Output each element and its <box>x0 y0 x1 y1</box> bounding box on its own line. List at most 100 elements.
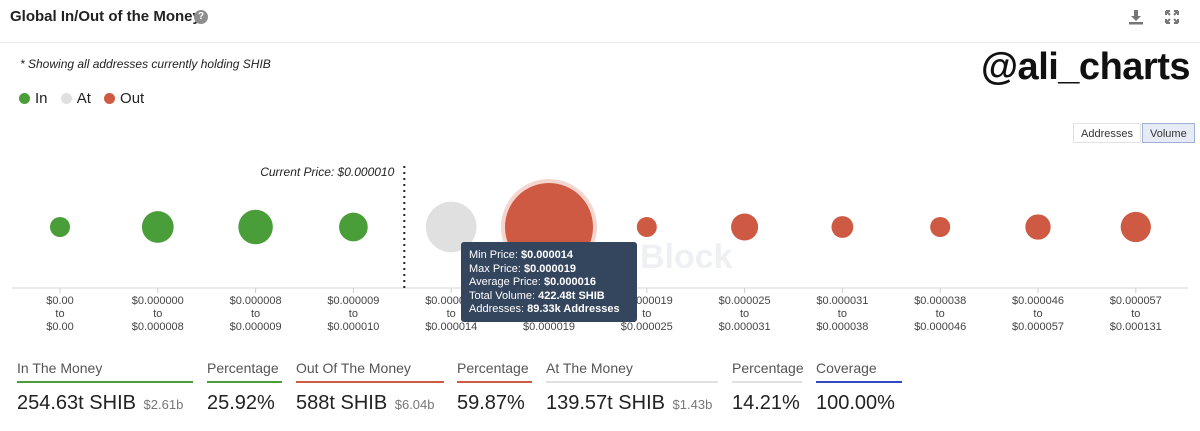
bubble-in[interactable] <box>339 212 368 242</box>
x-tick-label: $0.00 <box>46 321 74 333</box>
tooltip-row: Max Price: $0.000019 <box>469 263 637 277</box>
bubble-out[interactable] <box>1120 211 1151 243</box>
legend-dot-in <box>19 93 30 104</box>
summary-stats: In The Money 254.63t SHIB $2.61b Percent… <box>0 360 1200 431</box>
bubble-out[interactable] <box>831 216 854 238</box>
x-tick-label: $0.000025 <box>621 321 673 333</box>
tooltip-label: Total Volume: <box>469 289 539 302</box>
question-icon[interactable]: ? <box>194 10 208 24</box>
x-tick-label: to <box>740 308 749 320</box>
stat-label: Out Of The Money <box>296 360 411 376</box>
x-tick-label: $0.000038 <box>914 295 966 307</box>
stat-value-text: 139.57t SHIB <box>546 392 665 414</box>
stat-underline <box>816 381 902 383</box>
bubble-at[interactable] <box>425 201 477 253</box>
stat-in-the-money: In The Money 254.63t SHIB $2.61b <box>17 360 193 415</box>
legend-dot-at <box>60 93 72 104</box>
legend-item-at[interactable]: At <box>60 90 91 107</box>
stat-value: 59.87% <box>457 392 532 415</box>
stat-underline <box>17 381 193 383</box>
current-price-label: Current Price: $0.000010 <box>260 165 394 179</box>
x-tick-label: $0.000025 <box>719 295 771 307</box>
legend-label-in: In <box>35 90 48 107</box>
legend-dot-out <box>104 93 116 104</box>
x-tick-label: $0.000131 <box>1110 321 1162 333</box>
stat-out-of-the-money: Out Of The Money 588t SHIB $6.04b <box>296 360 444 415</box>
x-tick-label: $0.000038 <box>816 321 868 333</box>
tooltip-value: $0.000014 <box>520 249 573 261</box>
stat-value-text: 100.00% <box>816 392 895 414</box>
x-tick-label: to <box>55 308 64 320</box>
x-tick-label: $0.000046 <box>1012 295 1064 307</box>
bubble-out[interactable] <box>731 213 759 241</box>
stat-value-text: 588t SHIB <box>296 392 388 414</box>
bubble-out[interactable] <box>636 217 657 237</box>
author-handle: @ali_charts <box>981 46 1191 88</box>
legend-label-out: Out <box>120 90 145 107</box>
watermark-text: Block <box>640 238 733 276</box>
legend: In At Out <box>19 90 153 108</box>
stat-in-percentage: Percentage 25.92% <box>207 360 282 415</box>
bubble-tooltip: Min Price: $0.000014 Max Price: $0.00001… <box>461 242 637 322</box>
tooltip-row: Total Volume: 422.48t SHIB <box>469 290 637 304</box>
stat-at-percentage: Percentage 14.21% <box>732 360 804 415</box>
bubble-in[interactable] <box>50 217 70 237</box>
x-tick-label: $0.000046 <box>914 321 966 333</box>
x-tick-label: to <box>936 308 945 320</box>
fullscreen-icon[interactable] <box>1162 7 1182 27</box>
x-tick-label: to <box>1131 308 1140 320</box>
bubble-out[interactable] <box>1025 214 1051 240</box>
stat-at-the-money: At The Money 139.57t SHIB $1.43b <box>546 360 718 415</box>
x-tick-label: $0.000008 <box>132 321 184 333</box>
volume-toggle[interactable]: Volume <box>1142 123 1195 143</box>
x-tick-label: $0.000057 <box>1012 321 1064 333</box>
stat-value: 139.57t SHIB $1.43b <box>546 392 718 415</box>
tooltip-row: Addresses: 89.33k Addresses <box>469 303 637 317</box>
tooltip-value: $0.000016 <box>544 276 597 288</box>
tooltip-value: 89.33k Addresses <box>527 303 620 315</box>
tooltip-label: Average Price: <box>469 276 545 288</box>
holding-note: * Showing all addresses currently holdin… <box>20 57 271 71</box>
stat-underline <box>207 381 282 383</box>
addresses-toggle[interactable]: Addresses <box>1073 123 1141 143</box>
stat-label: Percentage <box>732 360 804 376</box>
stat-label: At The Money <box>546 360 633 376</box>
x-tick-label: $0.000010 <box>327 321 379 333</box>
download-icon[interactable] <box>1126 7 1146 27</box>
x-tick-label: to <box>251 308 260 320</box>
stat-out-percentage: Percentage 59.87% <box>457 360 532 415</box>
stat-value-text: 254.63t SHIB <box>17 392 136 414</box>
stat-usd-value: $1.43b <box>672 397 713 412</box>
stat-usd-value: $6.04b <box>394 397 435 412</box>
stat-label: In The Money <box>17 360 103 376</box>
tooltip-value: $0.000019 <box>524 262 577 275</box>
x-tick-label: $0.000019 <box>523 321 575 333</box>
stat-value-text: 25.92% <box>207 392 275 414</box>
stat-underline <box>457 381 532 383</box>
stat-value: 588t SHIB $6.04b <box>296 392 444 415</box>
bubble-in[interactable] <box>238 209 273 245</box>
stat-coverage: Coverage 100.00% <box>816 360 902 415</box>
tooltip-row: Min Price: $0.000014 <box>469 249 637 263</box>
stat-value: 25.92% <box>207 392 282 415</box>
x-tick-label: to <box>447 308 456 320</box>
x-tick-label: $0.000031 <box>816 295 868 307</box>
legend-item-out[interactable]: Out <box>104 90 144 107</box>
tooltip-value: 422.48t SHIB <box>538 289 605 302</box>
x-tick-label: $0.000009 <box>327 295 379 307</box>
x-tick-label: $0.000031 <box>719 321 771 333</box>
x-tick-label: $0.000000 <box>132 295 184 307</box>
stat-label: Percentage <box>207 360 279 376</box>
legend-item-in[interactable]: In <box>19 90 48 107</box>
legend-label-at: At <box>76 90 91 107</box>
x-tick-label: to <box>838 308 847 320</box>
x-tick-label: $0.000014 <box>425 321 477 333</box>
bubble-in[interactable] <box>141 211 174 243</box>
bubble-out[interactable] <box>930 217 951 237</box>
stat-value: 254.63t SHIB $2.61b <box>17 392 193 415</box>
tooltip-label: Min Price: <box>469 249 521 261</box>
x-tick-label: to <box>1033 308 1042 320</box>
stat-underline <box>732 381 802 383</box>
x-tick-label: $0.000009 <box>230 321 282 333</box>
stat-label: Percentage <box>457 360 529 376</box>
